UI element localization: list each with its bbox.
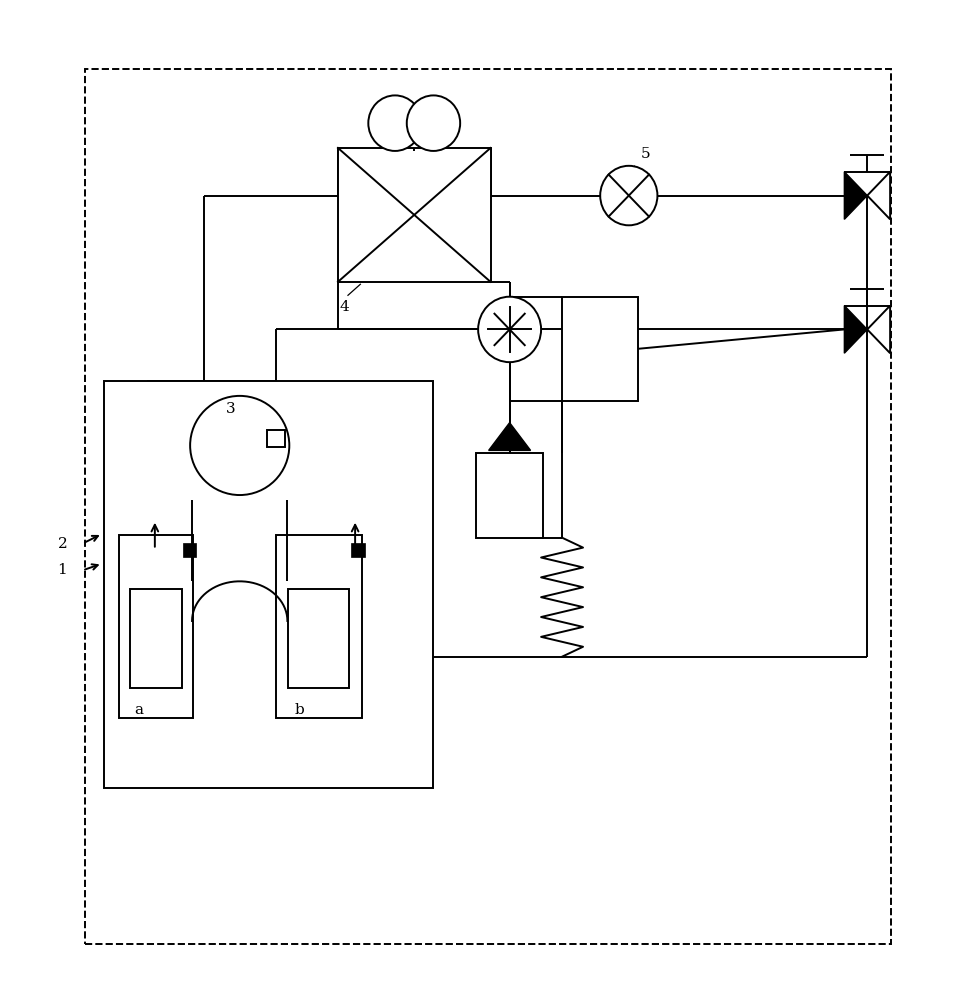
Bar <box>351 543 364 557</box>
Bar <box>276 535 361 718</box>
Text: a: a <box>134 703 143 717</box>
Bar <box>130 589 182 688</box>
Bar <box>476 453 542 538</box>
Bar <box>561 297 638 401</box>
Text: 3: 3 <box>225 402 234 416</box>
Circle shape <box>368 95 421 151</box>
Bar <box>267 430 284 447</box>
Text: 1: 1 <box>58 563 67 577</box>
Circle shape <box>407 95 459 151</box>
Text: 4: 4 <box>339 300 349 314</box>
Polygon shape <box>488 423 530 450</box>
Polygon shape <box>866 172 889 219</box>
Bar <box>288 589 349 688</box>
Bar <box>183 543 196 557</box>
Polygon shape <box>844 172 866 219</box>
Text: 5: 5 <box>641 147 651 161</box>
Ellipse shape <box>190 396 289 495</box>
Bar <box>104 381 432 788</box>
Text: b: b <box>295 703 305 717</box>
Polygon shape <box>844 306 866 353</box>
Text: 2: 2 <box>58 537 67 551</box>
Bar <box>86 69 890 944</box>
Polygon shape <box>866 306 889 353</box>
Circle shape <box>478 297 540 362</box>
Bar <box>118 535 193 718</box>
Circle shape <box>600 166 656 225</box>
Bar <box>337 148 490 282</box>
